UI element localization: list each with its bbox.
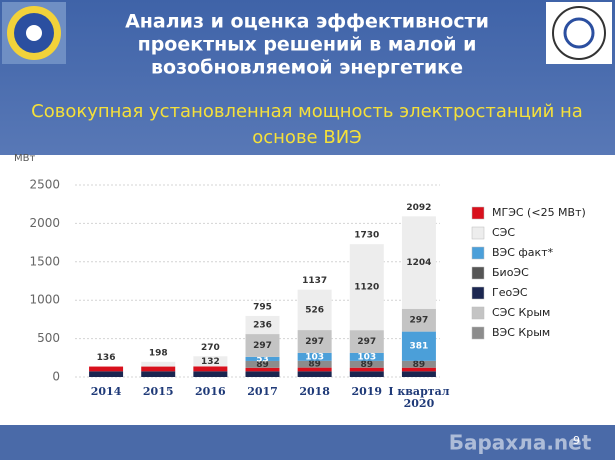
data-label: 297 <box>305 337 324 347</box>
x-tick-label: I квартал 2020 <box>388 385 449 410</box>
bar-segment <box>245 315 280 335</box>
total-label: 270 <box>201 343 220 353</box>
data-label: 526 <box>305 305 324 315</box>
y-tick-label: 500 <box>37 331 60 345</box>
total-label: 198 <box>149 348 168 358</box>
bar-segment <box>245 360 280 368</box>
legend-label: ВЭС факт* <box>492 246 554 259</box>
y-tick-label: 2500 <box>29 178 60 192</box>
y-tick-label: 2000 <box>29 216 60 230</box>
bar-segment <box>297 352 332 361</box>
y-tick-label: 1000 <box>29 293 60 307</box>
bar-segment <box>349 244 384 331</box>
total-label: 136 <box>97 353 116 363</box>
bar-segment <box>349 360 384 368</box>
bar-segment <box>349 352 384 361</box>
bar-segment <box>245 371 280 377</box>
data-label: 297 <box>253 341 272 351</box>
bar-segment <box>401 360 436 368</box>
right-logo <box>546 2 612 64</box>
slide-title: возобновляемой энергетике <box>151 57 463 79</box>
bar-segment <box>89 371 124 377</box>
data-label: 89 <box>308 360 321 370</box>
x-tick-label: 2014 <box>91 385 122 398</box>
x-tick-label: 2016 <box>195 385 226 398</box>
bar-segment <box>141 361 176 367</box>
y-tick-label: 1500 <box>29 254 60 268</box>
bar-segment <box>193 371 228 377</box>
data-label: 297 <box>410 316 429 326</box>
legend-swatch <box>471 306 485 320</box>
bar-segment <box>297 367 332 372</box>
slide-subtitle: основе ВИЭ <box>252 127 361 148</box>
bar-segment <box>297 371 332 377</box>
data-label: 132 <box>201 357 220 367</box>
x-tick-label: 2015 <box>143 385 174 398</box>
header-band <box>0 0 615 155</box>
bar-segment <box>401 216 436 309</box>
total-label: 2092 <box>406 203 431 213</box>
x-tick-label: 2018 <box>299 385 330 398</box>
bar-segment <box>349 330 384 353</box>
footer-band <box>0 425 615 460</box>
bar-segment <box>297 289 332 331</box>
legend-label: МГЭС (<25 МВт) <box>492 206 586 219</box>
left-logo <box>2 2 66 64</box>
slide-title: проектных решений в малой и <box>138 34 477 56</box>
bar-segment <box>141 366 176 372</box>
data-label: 297 <box>357 337 376 347</box>
legend-swatch <box>471 326 485 340</box>
y-axis-label: МВт <box>14 153 35 164</box>
legend-label: СЭС Крым <box>492 306 550 319</box>
page-number: 9 <box>573 434 580 447</box>
bar-segment <box>401 331 436 361</box>
data-label: 89 <box>256 360 269 370</box>
bar-segment <box>193 356 228 367</box>
bar-segment <box>401 367 436 372</box>
total-label: 1730 <box>354 231 379 241</box>
legend-label: БиоЭС <box>492 266 529 279</box>
legend-swatch <box>471 206 485 220</box>
total-label: 795 <box>253 302 272 312</box>
bar-segment <box>245 334 280 357</box>
watermark: Барахла.net <box>449 431 592 455</box>
legend-label: ГеоЭС <box>492 286 528 299</box>
bar-segment <box>297 360 332 368</box>
y-tick-label: 0 <box>52 370 60 384</box>
data-label: 103 <box>357 352 376 362</box>
legend-label: СЭС <box>492 226 515 239</box>
bar-segment <box>349 371 384 377</box>
bar-segment <box>401 308 436 332</box>
x-tick-label: 2017 <box>247 385 278 398</box>
bar-segment <box>297 330 332 353</box>
data-label: 89 <box>413 360 426 370</box>
x-tick-label: 2019 <box>351 385 382 398</box>
bar-segment <box>401 371 436 377</box>
bar-segment <box>245 367 280 372</box>
bar-segment <box>245 356 280 361</box>
total-label: 1137 <box>302 276 327 286</box>
data-label: 89 <box>361 360 374 370</box>
bar-segment <box>349 367 384 372</box>
bar-segment <box>89 366 124 372</box>
data-label: 1120 <box>354 283 379 293</box>
legend-swatch <box>471 246 485 260</box>
data-label: 103 <box>305 352 324 362</box>
legend-swatch <box>471 266 485 280</box>
slide-title: Анализ и оценка эффективности <box>125 11 489 33</box>
bar-segment <box>193 366 228 372</box>
data-label: 1204 <box>406 258 431 268</box>
data-label: 236 <box>253 321 272 331</box>
legend-swatch <box>471 226 485 240</box>
legend-label: ВЭС Крым <box>492 326 550 339</box>
slide-subtitle: Совокупная установленная мощность электр… <box>31 101 583 122</box>
data-label: 53 <box>256 354 269 364</box>
bar-segment <box>141 371 176 377</box>
data-label: 381 <box>410 342 429 352</box>
legend-swatch <box>471 286 485 300</box>
